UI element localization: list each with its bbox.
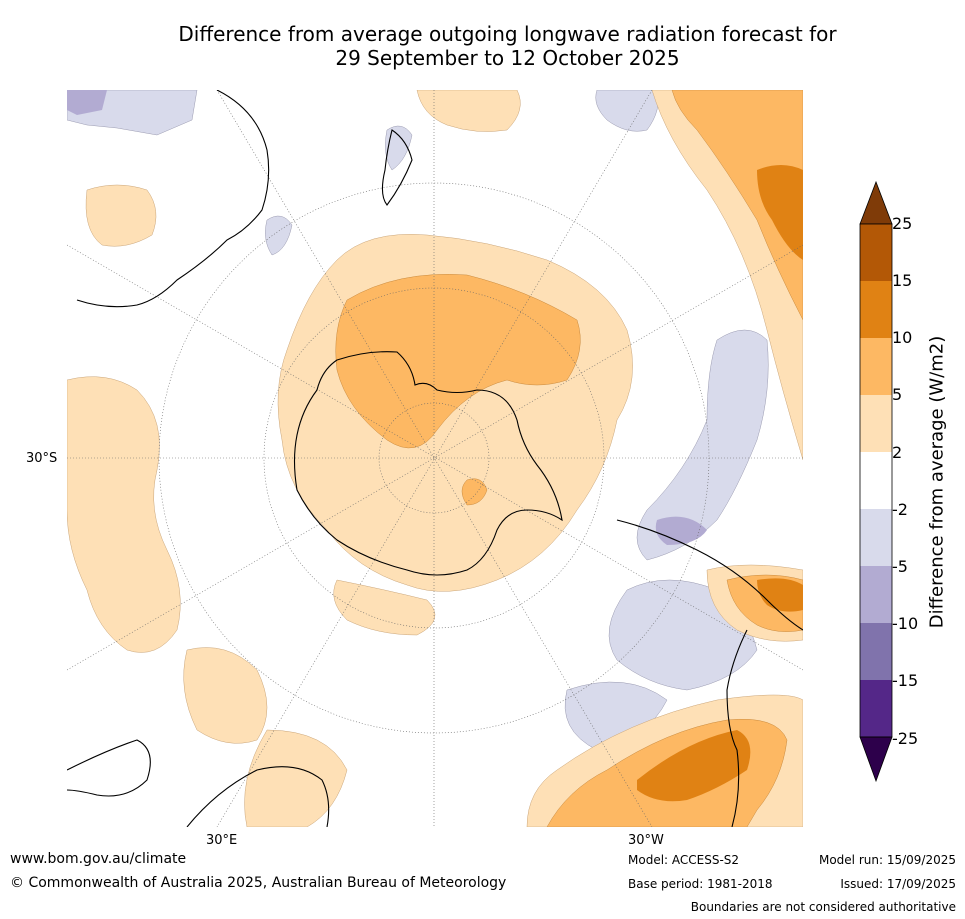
colorbar-band-m5-m2	[860, 509, 892, 566]
colorbar-band-5-10	[860, 338, 892, 395]
colorbar-tick-2: 2	[892, 443, 903, 462]
footer-url: www.bom.gov.au/climate	[10, 851, 187, 867]
moderate-negative-regions	[67, 90, 707, 545]
map-title-line-2: 29 September to 12 October 2025	[335, 46, 680, 70]
graticule	[67, 90, 803, 827]
colorbar-band-m15-m10	[860, 623, 892, 680]
footer-copyright: © Commonwealth of Australia 2025, Austra…	[10, 875, 507, 891]
colorbar-tick-25: 25	[892, 214, 913, 233]
lat-label-30s: 30°S	[26, 451, 58, 466]
lon-label-30e: 30°E	[206, 833, 238, 848]
colorbar-band-2-5	[860, 395, 892, 452]
footer-model: Model: ACCESS-S2	[628, 853, 740, 867]
colorbar-tick-15: 15	[892, 271, 913, 290]
colorbar	[859, 180, 893, 783]
footer-disclaimer: Boundaries are not considered authoritat…	[690, 900, 956, 914]
footer-base-period: Base period: 1981-2018	[628, 877, 773, 891]
colorbar-band-10-15	[860, 281, 892, 338]
colorbar-tick-5: 5	[892, 385, 903, 404]
colorbar-band-m2-2	[860, 452, 892, 509]
colorbar-tick-m5: -5	[892, 557, 908, 576]
lon-label-30w: 30°W	[628, 833, 664, 848]
colorbar-tick-m25: -25	[892, 729, 919, 748]
coastlines	[67, 90, 803, 827]
colorbar-tick-m10: -10	[892, 614, 919, 633]
colorbar-band-m25-m15	[860, 680, 892, 737]
colorbar-band-15-25	[860, 224, 892, 281]
colorbar-under-arrow	[859, 736, 893, 783]
colorbar-tick-m15: -15	[892, 671, 919, 690]
colorbar-title: Difference from average (W/m2)	[926, 335, 948, 629]
strong-positive-anomaly-regions	[637, 165, 803, 802]
footer-model-run: Model run: 15/09/2025	[818, 853, 956, 867]
polar-map-canvas	[67, 90, 803, 827]
colorbar-outline	[859, 223, 893, 738]
footer-issued: Issued: 17/09/2025	[840, 877, 956, 891]
map-title-line-1: Difference from average outgoing longwav…	[178, 22, 837, 46]
colorbar-tick-10: 10	[892, 328, 913, 347]
colorbar-tick-m2: -2	[892, 500, 908, 519]
polar-map	[67, 90, 803, 827]
colorbar-band-m10-m5	[860, 566, 892, 623]
colorbar-over-arrow	[859, 180, 893, 225]
